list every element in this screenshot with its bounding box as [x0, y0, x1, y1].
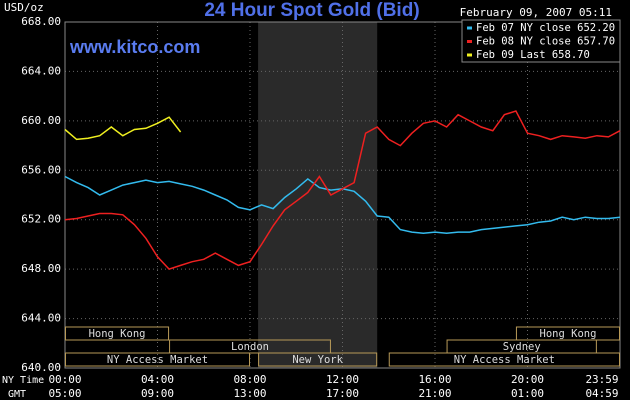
x2-tick-label: 09:00: [141, 387, 174, 400]
y-tick-label: 644.00: [21, 312, 61, 325]
session-label: NY Access Market: [454, 354, 555, 366]
x-tick-label: 00:00: [48, 373, 81, 386]
legend-label: Feb 09 Last 658.70: [476, 49, 590, 61]
series-line: [64, 116, 182, 141]
session-label: New York: [292, 354, 343, 366]
x2-tick-label: 05:00: [48, 387, 81, 400]
session-label: London: [231, 341, 269, 353]
legend-swatch: [467, 53, 472, 57]
y-unit: USD/oz: [4, 1, 44, 14]
x-tick-label: 12:00: [326, 373, 359, 386]
x2-tick-label: 21:00: [418, 387, 451, 400]
y-tick-label: 660.00: [21, 114, 61, 127]
x2-tick-label: 04:59: [585, 387, 618, 400]
session-label: NY Access Market: [107, 354, 208, 366]
y-tick-label: 652.00: [21, 213, 61, 226]
chart-title: 24 Hour Spot Gold (Bid): [204, 0, 419, 21]
x-axis-label: NY Time: [2, 375, 44, 386]
timestamp: February 09, 2007 05:11: [460, 6, 612, 19]
session-label: Hong Kong: [540, 328, 597, 340]
legend-label: Feb 08 NY close 657.70: [476, 36, 615, 48]
x-tick-label: 23:59: [585, 373, 618, 386]
x2-tick-label: 17:00: [326, 387, 359, 400]
session-box: [258, 352, 378, 367]
x-tick-label: 16:00: [418, 373, 451, 386]
session-label: Hong Kong: [89, 328, 146, 340]
y-tick-label: 656.00: [21, 163, 61, 176]
series-line: [64, 110, 621, 270]
session-box: [65, 352, 250, 367]
x-tick-label: 04:00: [141, 373, 174, 386]
y-tick-label: 664.00: [21, 64, 61, 77]
session-box: [388, 352, 620, 367]
plot-frame: [64, 21, 621, 369]
session-label: Sydney: [503, 341, 541, 353]
legend-swatch: [467, 40, 472, 43]
x-tick-label: 08:00: [233, 373, 266, 386]
x2-tick-label: 13:00: [233, 387, 266, 400]
plot-back: [64, 21, 621, 369]
x-tick-label: 20:00: [511, 373, 544, 386]
x2-tick-label: 01:00: [511, 387, 544, 400]
x2-axis-label: GMT: [8, 389, 26, 400]
y-tick-label: 648.00: [21, 262, 61, 275]
legend-label: Feb 07 NY close 652.20: [476, 22, 615, 34]
watermark: www.kitco.com: [69, 37, 200, 57]
legend-box: [461, 19, 621, 63]
session-box: [65, 326, 170, 341]
y-tick-label: 640.00: [21, 361, 61, 374]
y-tick-label: 668.00: [21, 15, 61, 28]
legend-swatch: [467, 26, 472, 30]
